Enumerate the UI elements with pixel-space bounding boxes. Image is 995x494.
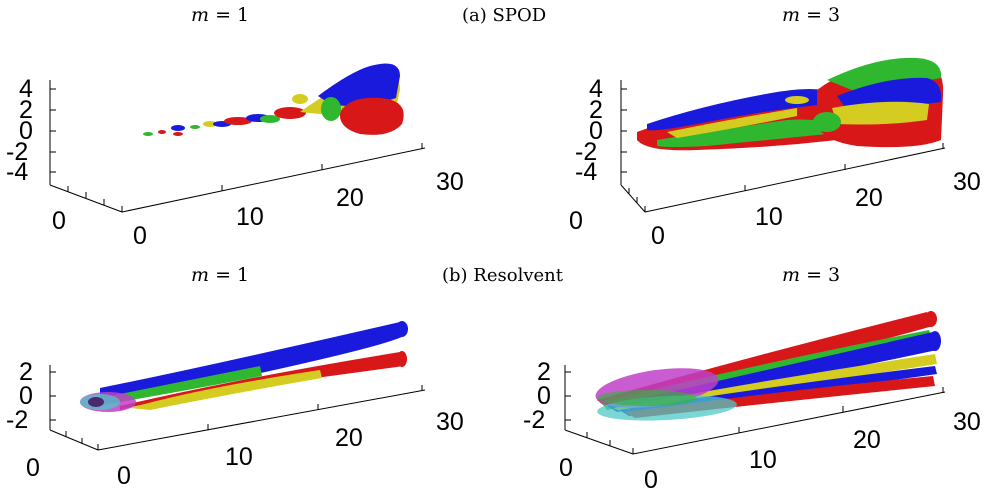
z-tick: 4 xyxy=(589,75,603,103)
z-tick: 0 xyxy=(19,117,33,145)
caption-spod: (a) SPOD xyxy=(462,5,547,26)
res-m3-panel: 2 0 -2 0 0 10 20 30 xyxy=(497,260,995,493)
z-tick: 2 xyxy=(537,358,551,386)
res-m1-axes xyxy=(49,321,426,451)
x-tick: 30 xyxy=(953,408,981,436)
x-tick: 20 xyxy=(855,184,883,212)
x-tick: 0 xyxy=(133,222,147,250)
y-axis-line xyxy=(49,184,123,213)
x-tick: 10 xyxy=(236,203,264,231)
spod-m3-structures xyxy=(637,57,944,151)
z-tick: -4 xyxy=(6,158,29,186)
x-tick: 20 xyxy=(335,424,363,452)
caption-resolvent: (b) Resolvent xyxy=(442,265,563,286)
x-axis-line xyxy=(644,147,946,213)
mode-label-spod-m3: m = 3 xyxy=(782,4,841,26)
y-tick: 0 xyxy=(52,207,66,235)
spod-m3-panel: 4 2 0 -2 -4 0 0 10 20 30 xyxy=(497,0,995,250)
x-tick: 10 xyxy=(755,203,783,231)
z-tick: -4 xyxy=(575,158,598,186)
res-m1-panel: 2 0 -2 0 0 10 20 30 xyxy=(0,260,497,490)
z-tick: 2 xyxy=(19,358,33,386)
x-tick: 10 xyxy=(225,443,253,471)
y-axis-line xyxy=(620,184,646,213)
z-tick: 0 xyxy=(537,382,551,410)
z-tick: 2 xyxy=(19,96,33,124)
z-tick: 0 xyxy=(19,382,33,410)
spod-m1-structures xyxy=(143,63,404,136)
mode-label-res-m1: m = 1 xyxy=(191,264,250,286)
x-tick: 20 xyxy=(336,184,364,212)
x-tick: 30 xyxy=(436,408,464,436)
x-tick: 0 xyxy=(644,466,658,494)
z-tick: -2 xyxy=(523,406,546,434)
mode-label-res-m3: m = 3 xyxy=(782,264,841,286)
z-tick: -2 xyxy=(6,138,29,166)
x-tick: 0 xyxy=(117,462,131,490)
x-tick: 20 xyxy=(853,426,881,454)
y-tick: 0 xyxy=(569,207,583,235)
z-tick: 2 xyxy=(589,96,603,124)
res-m3-axes xyxy=(564,311,946,455)
y-axis-line xyxy=(564,429,634,455)
x-tick: 10 xyxy=(749,446,777,474)
spod-m1-axes xyxy=(49,63,426,213)
mode-label-spod-m1: m = 1 xyxy=(191,4,250,26)
x-tick: 30 xyxy=(953,168,981,196)
x-axis-line xyxy=(97,389,426,451)
z-tick: 4 xyxy=(19,75,33,103)
spod-m1-panel: 4 2 0 -2 -4 0 0 10 20 30 xyxy=(0,0,497,250)
z-tick: -2 xyxy=(6,406,29,434)
z-tick: -2 xyxy=(575,138,598,166)
z-tick: 0 xyxy=(589,117,603,145)
x-tick: 0 xyxy=(651,222,665,250)
y-tick: 0 xyxy=(26,454,40,482)
y-axis-line xyxy=(49,429,99,451)
x-tick: 30 xyxy=(436,168,464,196)
spod-m3-axes xyxy=(620,57,946,213)
x-axis-line xyxy=(632,391,946,455)
res-m3-structures xyxy=(595,311,941,421)
y-tick: 0 xyxy=(559,454,573,482)
x-axis-line xyxy=(121,147,426,213)
res-m1-structures xyxy=(80,321,408,412)
